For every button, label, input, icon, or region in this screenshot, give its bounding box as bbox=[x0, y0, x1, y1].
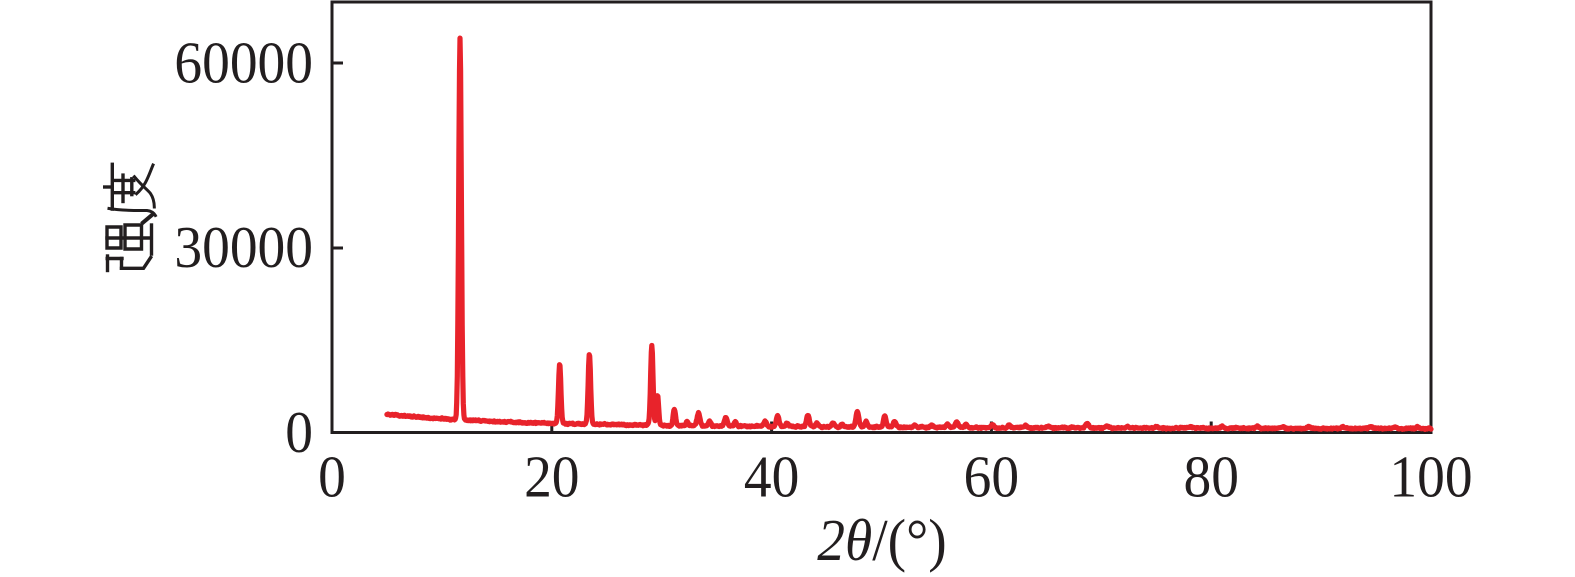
svg-text:60: 60 bbox=[964, 445, 1019, 510]
svg-text:80: 80 bbox=[1183, 445, 1238, 510]
svg-text:0: 0 bbox=[318, 445, 346, 510]
svg-text:0: 0 bbox=[285, 400, 313, 465]
svg-text:30000: 30000 bbox=[174, 215, 313, 280]
svg-text:20: 20 bbox=[524, 445, 579, 510]
svg-text:2θ/(°): 2θ/(°) bbox=[817, 508, 946, 573]
svg-text:60000: 60000 bbox=[174, 31, 313, 96]
svg-text:100: 100 bbox=[1389, 445, 1472, 510]
svg-text:40: 40 bbox=[744, 445, 799, 510]
